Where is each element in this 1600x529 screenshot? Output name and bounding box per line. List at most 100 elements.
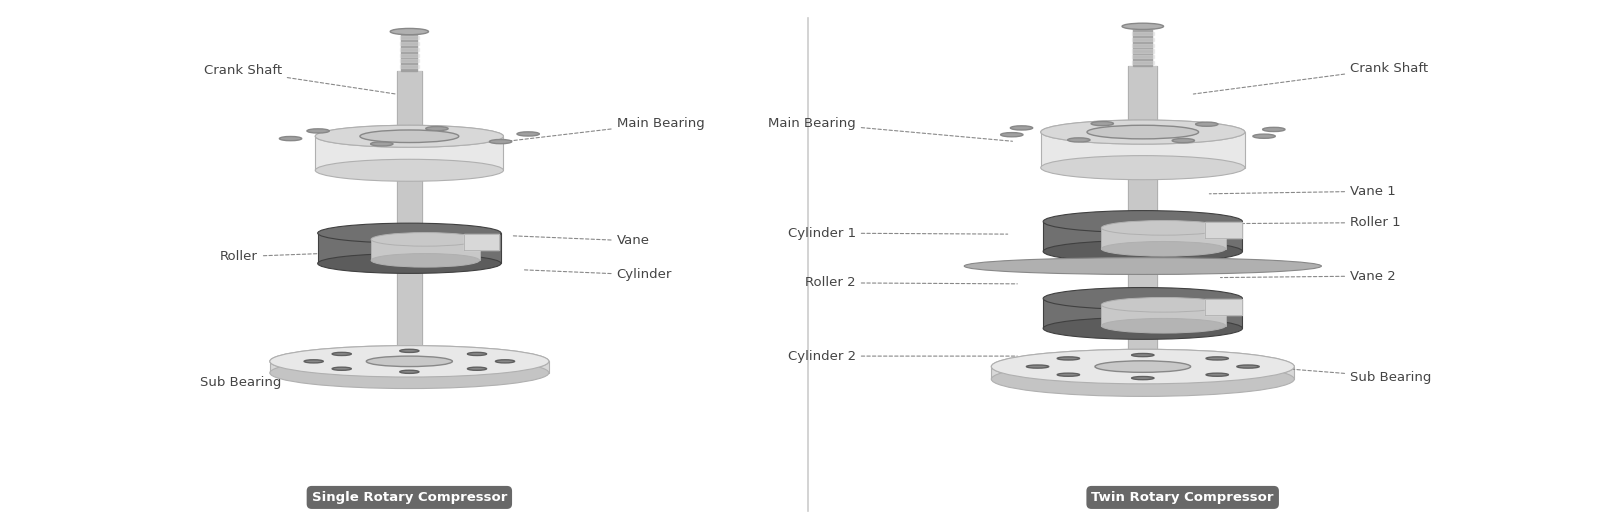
Ellipse shape — [1094, 361, 1190, 372]
Ellipse shape — [1237, 365, 1259, 368]
Ellipse shape — [1043, 288, 1243, 309]
Ellipse shape — [270, 345, 549, 377]
Polygon shape — [1131, 61, 1154, 64]
Bar — [1040, 132, 1245, 168]
Ellipse shape — [315, 125, 504, 147]
Bar — [1101, 228, 1226, 249]
Ellipse shape — [1131, 377, 1154, 380]
Ellipse shape — [1058, 357, 1080, 360]
Ellipse shape — [1040, 120, 1245, 144]
Text: Sub Bearing: Sub Bearing — [200, 364, 390, 389]
Ellipse shape — [1086, 125, 1198, 139]
Polygon shape — [400, 37, 419, 40]
Bar — [1043, 298, 1243, 329]
Polygon shape — [400, 65, 419, 68]
Ellipse shape — [1043, 317, 1243, 339]
Ellipse shape — [371, 233, 480, 246]
Ellipse shape — [360, 130, 459, 142]
Polygon shape — [400, 48, 419, 51]
Text: Vane 1: Vane 1 — [1210, 185, 1395, 198]
Ellipse shape — [1000, 133, 1022, 137]
Ellipse shape — [400, 370, 419, 373]
Ellipse shape — [517, 132, 539, 136]
Ellipse shape — [333, 352, 352, 355]
Ellipse shape — [270, 357, 549, 389]
Ellipse shape — [1173, 139, 1195, 143]
Ellipse shape — [371, 253, 480, 267]
Ellipse shape — [1101, 241, 1226, 256]
Ellipse shape — [318, 253, 501, 273]
Bar — [315, 136, 504, 170]
Ellipse shape — [1131, 353, 1154, 357]
Ellipse shape — [1040, 120, 1245, 144]
Ellipse shape — [496, 360, 515, 363]
Ellipse shape — [1091, 122, 1114, 126]
Polygon shape — [1131, 55, 1154, 58]
Ellipse shape — [1010, 126, 1032, 130]
Text: Single Rotary Compressor: Single Rotary Compressor — [312, 491, 507, 504]
Ellipse shape — [1101, 318, 1226, 333]
Text: Cylinder: Cylinder — [523, 269, 672, 281]
Polygon shape — [397, 71, 422, 375]
Ellipse shape — [1043, 240, 1243, 262]
Text: Vane: Vane — [512, 234, 650, 248]
Ellipse shape — [1101, 221, 1226, 235]
Polygon shape — [1131, 38, 1154, 41]
Ellipse shape — [304, 360, 323, 363]
Text: Twin Rotary Compressor: Twin Rotary Compressor — [1091, 491, 1274, 504]
Polygon shape — [1205, 222, 1242, 239]
Ellipse shape — [1067, 138, 1090, 142]
Ellipse shape — [1040, 156, 1245, 180]
Polygon shape — [400, 42, 419, 45]
Ellipse shape — [992, 349, 1294, 384]
Ellipse shape — [1253, 134, 1275, 138]
Text: Crank Shaft: Crank Shaft — [203, 65, 395, 94]
Polygon shape — [400, 31, 419, 34]
Ellipse shape — [315, 159, 504, 181]
Bar — [270, 361, 549, 373]
Text: Cylinder 2: Cylinder 2 — [787, 350, 1018, 362]
Ellipse shape — [426, 126, 448, 131]
Text: Crank Shaft: Crank Shaft — [1194, 62, 1429, 94]
Bar — [1043, 222, 1243, 251]
Polygon shape — [402, 32, 418, 71]
Polygon shape — [1131, 43, 1154, 47]
Polygon shape — [400, 53, 419, 57]
Ellipse shape — [490, 140, 512, 144]
Ellipse shape — [270, 345, 549, 377]
Polygon shape — [1205, 298, 1242, 315]
Text: Main Bearing: Main Bearing — [507, 117, 704, 141]
Text: Roller: Roller — [221, 250, 374, 263]
Polygon shape — [1131, 32, 1154, 35]
Bar — [992, 367, 1294, 379]
Ellipse shape — [1043, 211, 1243, 233]
Ellipse shape — [280, 136, 302, 141]
Ellipse shape — [315, 125, 504, 147]
Ellipse shape — [965, 258, 1322, 275]
Text: Cylinder 1: Cylinder 1 — [787, 226, 1008, 240]
Ellipse shape — [307, 129, 330, 133]
Ellipse shape — [467, 352, 486, 355]
Text: Main Bearing: Main Bearing — [768, 117, 1013, 141]
Ellipse shape — [1262, 127, 1285, 132]
Ellipse shape — [992, 349, 1294, 384]
Ellipse shape — [318, 223, 501, 243]
Ellipse shape — [467, 367, 486, 370]
Polygon shape — [1131, 26, 1154, 30]
Text: Roller 1: Roller 1 — [1221, 216, 1400, 229]
Ellipse shape — [371, 142, 394, 146]
Polygon shape — [1128, 66, 1157, 382]
Bar — [1101, 305, 1226, 326]
Polygon shape — [1131, 49, 1154, 52]
Ellipse shape — [1206, 357, 1229, 360]
Polygon shape — [464, 234, 499, 250]
Ellipse shape — [333, 367, 352, 370]
Ellipse shape — [1122, 23, 1163, 30]
Text: Vane 2: Vane 2 — [1221, 269, 1395, 282]
Polygon shape — [400, 59, 419, 62]
Ellipse shape — [992, 362, 1294, 396]
Polygon shape — [1133, 26, 1152, 66]
Ellipse shape — [1195, 122, 1218, 126]
Ellipse shape — [1206, 373, 1229, 376]
Ellipse shape — [1101, 297, 1226, 312]
